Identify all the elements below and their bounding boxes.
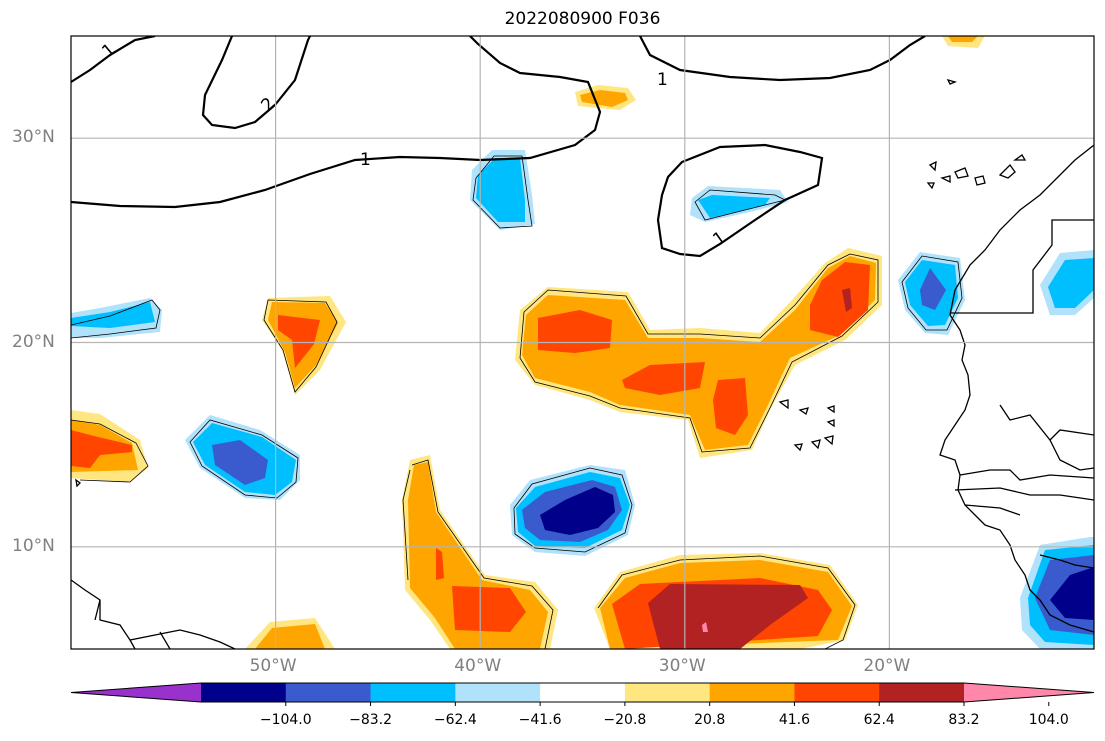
colorbar-tick-label: −83.2 [349,712,392,728]
colorbar-tick-label: 104.0 [1028,712,1069,728]
longitude-tick-label: 20°W [863,656,911,676]
colorbar-tick-label: 83.2 [948,712,980,728]
contour-label: 1 [657,70,668,90]
colorbar-segment [201,683,287,702]
longitude-tick-label: 50°W [249,656,297,676]
anomaly-positive-area [71,430,132,468]
anomaly-positive-area [810,262,870,337]
anomaly-positive-area [842,288,852,312]
anomaly-negative-area [698,195,770,218]
colorbar-extend-max [964,683,1094,702]
latitude-tick-label: 20°N [12,331,55,352]
anomaly-positive-area [278,315,320,368]
colorbar-tick-label: 41.6 [778,712,811,728]
latitude-tick-label: 10°N [12,535,55,556]
colorbar-segment [540,683,626,702]
coastline-layer [71,78,1094,649]
graticule [71,36,1094,649]
colorbar-tick-label: 20.8 [694,712,726,728]
colorbar-tick-label: −20.8 [603,712,647,728]
colorbar [70,682,1095,706]
thick-contour-layer [71,36,926,258]
anomaly-positive-area [702,622,708,632]
colorbar-extend-min [71,683,201,702]
anomaly-positive-area [452,586,526,632]
anomaly-negative-area [920,268,946,310]
colorbar-tick-label: −41.6 [518,712,562,728]
anomaly-negative-area [1050,567,1094,620]
anomaly-positive-area [713,378,748,435]
anomaly-negative-area [476,158,525,222]
anomaly-positive-area [948,36,978,42]
map-title: 2022080900 F036 [504,9,661,29]
anomaly-negative-area [212,440,268,485]
colorbar-segment [709,683,795,702]
colorbar-segment [879,683,965,702]
colorbar-outline [70,682,1095,703]
anomaly-positive-area [255,624,325,649]
longitude-tick-label: 40°W [454,656,502,676]
colorbar-segment [624,683,711,702]
colorbar-tick-label: 62.4 [863,712,895,728]
anomaly-positive-area [648,584,808,649]
colorbar-segment [370,683,456,702]
anomaly-positive-area [436,548,444,580]
anomaly-positive-area [522,256,876,450]
colorbar-segment [794,683,880,702]
map-frame [70,35,1095,650]
anomaly-negative-area [540,487,615,535]
contour-label: 1 [360,150,371,170]
colorbar-tick-label: −104.0 [259,712,312,728]
colorbar-segment [285,683,372,702]
contour-labels: 1 2 1 1 1 [98,40,729,251]
latitude-tick-label: 30°N [12,127,55,148]
colorbar-tick-label: −62.4 [433,712,477,728]
colorbar-segment [455,683,541,702]
anomaly-negative-area [1048,258,1094,308]
longitude-tick-label: 30°W [658,656,706,676]
